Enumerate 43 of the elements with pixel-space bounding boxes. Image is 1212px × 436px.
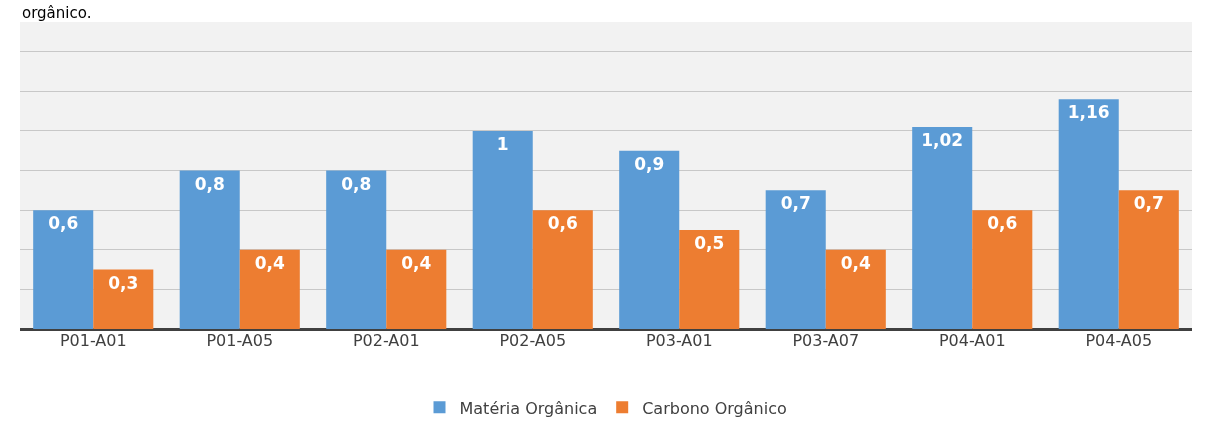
bar	[765, 190, 826, 329]
bar	[239, 249, 300, 329]
data-label: 0,7	[780, 193, 811, 214]
bar	[326, 170, 387, 329]
legend-label: Matéria Orgânica	[459, 398, 598, 418]
bar	[532, 210, 593, 329]
data-label: 0,8	[194, 173, 225, 194]
bar	[912, 126, 973, 329]
bar	[972, 210, 1033, 329]
data-label: 0,4	[254, 252, 285, 273]
bar	[1118, 190, 1179, 329]
data-label: 0,4	[401, 252, 432, 273]
x-tick-label: P02-A05	[499, 331, 567, 350]
bar	[179, 170, 240, 329]
x-tick-label: P02-A01	[352, 331, 420, 350]
data-label: 0,8	[341, 173, 372, 194]
data-label: 0,3	[108, 272, 139, 293]
data-label: 0,9	[634, 153, 665, 174]
bar	[93, 269, 154, 329]
legend-label: Carbono Orgânico	[642, 398, 787, 418]
x-tick-label: P04-A05	[1085, 331, 1153, 350]
data-label: 1	[496, 133, 509, 154]
data-label: 0,5	[694, 232, 725, 253]
bar	[386, 249, 447, 329]
data-label: 1,16	[1067, 102, 1110, 123]
bar	[33, 210, 94, 329]
x-tick-label: P01-A05	[206, 331, 274, 350]
bar	[472, 130, 533, 329]
data-label: 0,6	[547, 213, 578, 234]
bar	[1058, 99, 1119, 329]
x-tick-label: P03-A01	[645, 331, 713, 350]
bar	[619, 150, 680, 329]
x-tick-label: P04-A01	[938, 331, 1006, 350]
annotation: orgânico.	[22, 4, 92, 22]
bar	[679, 229, 740, 329]
bar	[825, 249, 886, 329]
x-tick-label: P03-A07	[792, 331, 860, 350]
data-label: 0,6	[987, 213, 1018, 234]
data-label: 1,02	[921, 129, 964, 150]
data-label: 0,7	[1133, 193, 1164, 214]
data-label: 0,6	[48, 213, 79, 234]
data-label: 0,4	[840, 252, 871, 273]
x-tick-label: P01-A01	[59, 331, 127, 350]
